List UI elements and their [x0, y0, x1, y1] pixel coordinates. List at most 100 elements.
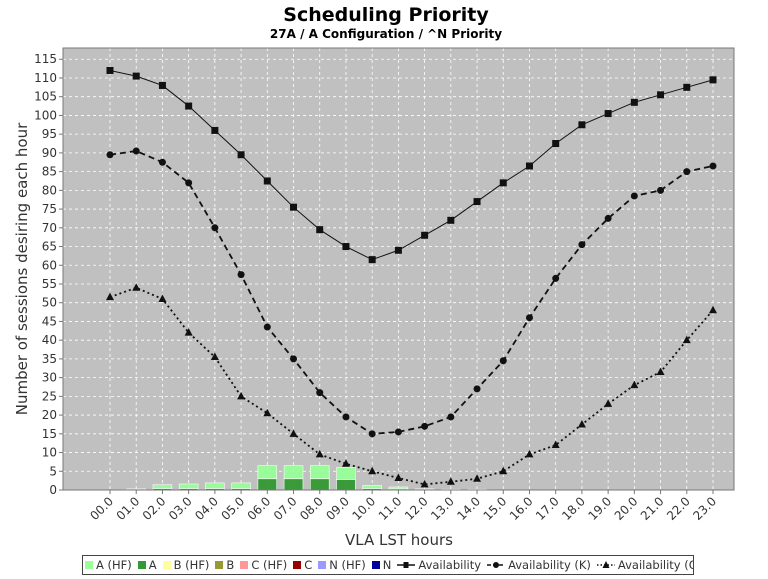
y-tick-label: 5	[49, 464, 57, 478]
y-tick-label: 40	[42, 333, 57, 347]
x-tick-label: 16.0	[507, 494, 536, 523]
y-tick-label: 115	[34, 52, 57, 66]
bar-segment	[336, 467, 356, 480]
data-point-triangle	[341, 459, 350, 467]
data-point-triangle	[289, 429, 298, 437]
data-point-square	[578, 121, 586, 129]
legend-item: N (HF)	[318, 558, 366, 572]
data-point-circle	[499, 357, 507, 365]
data-point-triangle	[656, 367, 665, 376]
legend-marker	[493, 562, 500, 568]
legend-label: Availability	[418, 558, 482, 572]
data-point-square	[368, 256, 376, 264]
legend-label: Availability (K)	[508, 558, 591, 572]
legend-item: B	[215, 558, 234, 572]
data-point-square	[683, 83, 691, 91]
y-tick-label: 45	[42, 314, 57, 328]
bar-segment	[336, 479, 356, 491]
y-tick-label: 70	[42, 221, 57, 235]
x-tick-label: 00.0	[87, 494, 116, 523]
bar-segment	[362, 485, 382, 489]
data-point-triangle	[184, 328, 193, 336]
data-point-triangle	[709, 305, 717, 314]
x-tick-label: 10.0	[350, 494, 379, 523]
data-point-square	[263, 177, 271, 185]
bar-segment	[231, 482, 251, 489]
bar-segment	[283, 478, 304, 491]
bar-segment	[178, 483, 199, 489]
x-tick-label: 05.0	[218, 494, 247, 523]
legend-swatch	[162, 561, 171, 569]
data-point-circle	[447, 413, 455, 421]
y-axis-label: Number of sessions desiring each hour	[13, 122, 31, 415]
data-point-triangle	[630, 380, 639, 389]
bar-segment	[257, 478, 278, 491]
legend-label: A (HF)	[96, 558, 132, 572]
y-tick-label: 75	[42, 202, 57, 216]
series-line	[109, 150, 714, 435]
chart-subtitle: 27A / A Configuration / ^N Priority	[270, 27, 502, 41]
y-tick-label: 20	[42, 408, 57, 422]
legend-label: A	[148, 558, 157, 572]
y-tick-label: 35	[42, 352, 57, 366]
data-point-circle	[263, 323, 271, 331]
legend-line-swatch	[596, 561, 615, 568]
y-tick-label: 65	[42, 240, 57, 254]
x-tick-label: 22.0	[664, 494, 693, 523]
data-point-circle	[342, 413, 350, 421]
data-point-triangle	[446, 477, 455, 485]
grid-lines	[63, 48, 734, 491]
data-point-triangle	[525, 449, 534, 458]
legend-item: C	[293, 558, 312, 572]
bar-segment	[152, 484, 173, 489]
data-point-square	[342, 243, 350, 251]
y-tick-label: 105	[34, 90, 57, 104]
data-point-circle	[525, 314, 533, 322]
data-point-triangle	[499, 466, 508, 475]
legend-marker	[602, 561, 610, 568]
legend-swatch	[85, 561, 93, 569]
chart-title: Scheduling Priority	[283, 4, 489, 26]
legend-swatch	[371, 561, 380, 569]
data-point-square	[132, 72, 140, 80]
data-point-square	[604, 110, 612, 118]
x-tick-label: 07.0	[271, 494, 300, 523]
x-tick-label: 04.0	[192, 494, 221, 523]
legend-item: Availability (K)	[487, 558, 591, 572]
legend-label: B (HF)	[173, 558, 210, 572]
legend-label: N (HF)	[329, 558, 366, 572]
data-point-circle	[683, 168, 691, 176]
data-point-square	[630, 98, 638, 106]
legend-label: N	[382, 558, 392, 572]
bar-segment	[310, 465, 330, 480]
x-tick-label: 13.0	[428, 494, 457, 523]
x-tick-label: 12.0	[402, 494, 431, 523]
x-tick-label: 21.0	[638, 494, 667, 523]
x-tick-label: 03.0	[166, 494, 195, 523]
data-point-circle	[368, 430, 376, 438]
data-point-triangle	[263, 408, 272, 417]
legend-swatch	[240, 561, 249, 569]
y-tick-label: 90	[42, 146, 57, 160]
y-tick-label: 100	[34, 108, 57, 122]
bar-segment	[310, 478, 330, 491]
x-axis-ticks: 00.001.002.003.004.005.006.007.008.009.0…	[87, 490, 719, 523]
x-axis-label: VLA LST hours	[345, 531, 453, 549]
bar-segment	[205, 482, 225, 489]
data-point-circle	[290, 355, 298, 363]
data-point-triangle	[394, 473, 403, 482]
legend-line-swatch	[487, 562, 506, 568]
data-point-triangle	[473, 474, 482, 482]
x-tick-label: 09.0	[323, 494, 352, 523]
data-point-square	[525, 162, 533, 170]
y-tick-label: 55	[42, 277, 57, 291]
legend-item: Availability	[397, 558, 481, 572]
data-point-square	[709, 76, 717, 84]
x-tick-label: 15.0	[481, 494, 510, 523]
data-point-triangle	[210, 352, 219, 361]
data-point-circle	[473, 385, 481, 393]
data-point-circle	[604, 214, 612, 222]
y-tick-label: 50	[42, 296, 57, 310]
x-tick-label: 01.0	[114, 494, 143, 523]
data-point-triangle	[577, 419, 586, 428]
